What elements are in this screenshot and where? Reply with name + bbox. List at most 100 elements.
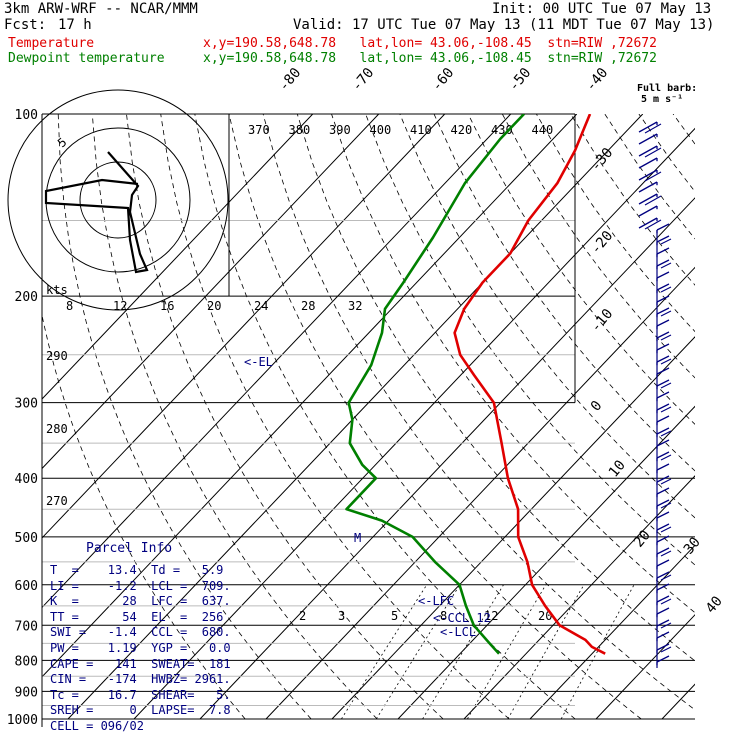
wind-barb xyxy=(656,523,672,534)
hodograph-ring-1 xyxy=(45,127,191,273)
forecast-hour: 17 h xyxy=(58,17,92,33)
hodograph-ring-0 xyxy=(79,161,157,239)
wind-barb xyxy=(656,607,670,618)
pressure-label-200: 200 xyxy=(15,290,38,305)
isotherm-label: -20 xyxy=(588,228,617,258)
isotherm-0 xyxy=(397,405,695,720)
theta-e-label: 390 xyxy=(329,123,351,137)
parcel-info-row: Tc = 16.7 SHEAR= 5. xyxy=(50,687,231,702)
dry-adiabat-410 xyxy=(570,114,695,286)
wind-barb xyxy=(656,547,672,558)
dry-adiabat-label: 280 xyxy=(46,422,68,436)
theta-e-label: 410 xyxy=(410,123,432,137)
dry-adiabat-340 xyxy=(331,114,695,614)
level-annotation: <-EL xyxy=(244,355,273,369)
mixing-ratio-3 xyxy=(375,584,461,720)
wind-barb xyxy=(656,427,672,438)
wind-barb xyxy=(656,331,672,342)
valid-time: Valid: 17 UTC Tue 07 May 13 (11 MDT Tue … xyxy=(293,17,715,33)
temperature-location: x,y=190.58,648.78 lat,lon= 43.06,-108.45… xyxy=(203,36,657,51)
wind-barb xyxy=(656,643,672,654)
mixing-ratio-12 xyxy=(507,584,585,720)
parcel-info-row: SREH = 0 LAPSE= 7.8 xyxy=(50,703,231,718)
isotherm-30 xyxy=(595,614,695,720)
isotherm-10 xyxy=(463,475,695,720)
hodograph-ring-label: 24 xyxy=(254,299,268,313)
wind-barb xyxy=(656,595,672,606)
temperature-legend: Temperature xyxy=(8,36,95,51)
mixing-ratio-label: 12 xyxy=(484,609,498,623)
dry-adiabat-330 xyxy=(296,114,695,662)
parcel-info-title: Parcel Info xyxy=(86,541,173,556)
hodograph-ring-label: 28 xyxy=(301,299,315,313)
wind-barb xyxy=(656,619,672,630)
wind-barb xyxy=(638,181,658,193)
wind-barb xyxy=(656,583,670,594)
isotherm-50 xyxy=(728,114,740,719)
wind-barb xyxy=(656,475,672,486)
theta-e-label: 440 xyxy=(532,123,554,137)
parcel-info-row: K = 28 LFC = 637. xyxy=(50,594,231,609)
wind-barb xyxy=(656,463,670,474)
pressure-label-400: 400 xyxy=(15,472,38,487)
parcel-info-row: CAPE = 141 SWEAT= 181 xyxy=(50,656,231,671)
theta-e-label: 430 xyxy=(491,123,513,137)
level-annotation: <-LFC xyxy=(418,594,454,608)
isotherm-20 xyxy=(529,544,695,720)
dry-adiabat-label: 270 xyxy=(46,494,68,508)
hodograph-ring-label: 20 xyxy=(207,299,221,313)
wind-barb xyxy=(638,145,662,158)
isotherm-label: -60 xyxy=(429,65,458,95)
dry-adiabat-320 xyxy=(262,114,695,711)
pressure-label-900: 900 xyxy=(15,685,38,700)
mixing-ratio-2 xyxy=(341,584,428,720)
isotherm-label: 40 xyxy=(703,593,726,616)
isotherm--100 xyxy=(42,114,314,400)
wind-barb xyxy=(638,169,662,182)
wind-barb xyxy=(656,343,670,354)
dry-adiabat-370 xyxy=(433,114,695,472)
dewpoint-legend: Dewpoint temperature xyxy=(8,51,165,66)
wind-barb xyxy=(638,121,662,134)
wind-barb xyxy=(638,133,658,145)
dewpoint-location: x,y=190.58,648.78 lat,lon= 43.06,-108.45… xyxy=(203,51,657,66)
parcel-info-row: PW = 1.19 YGP = 0.0 xyxy=(50,641,231,655)
model-title: 3km ARW-WRF -- NCAR/MMM xyxy=(4,1,198,17)
wind-barb xyxy=(656,559,670,570)
isotherm--20 xyxy=(265,266,695,720)
isotherm-label: -10 xyxy=(588,306,617,336)
isotherm-label: -80 xyxy=(276,65,305,95)
dry-adiabat-300 xyxy=(194,114,576,720)
isotherm-label: -40 xyxy=(583,65,612,95)
parcel-info-row: T = 13.4 Td = 5.9 xyxy=(50,563,224,577)
dry-adiabat-label: 290 xyxy=(46,349,68,363)
isotherm--50 xyxy=(67,114,644,720)
isotherm-label: 0 xyxy=(588,398,606,415)
isotherm--30 xyxy=(199,197,695,720)
dry-adiabat-430 xyxy=(638,114,695,193)
hodograph-ring-label: 8 xyxy=(66,299,73,313)
dry-adiabat-450 xyxy=(707,114,740,719)
parcel-info-row: TT = 54 EL = 256 xyxy=(50,609,224,624)
parcel-info-row: CELL = 096/02 xyxy=(50,719,144,733)
barb-legend-line2: 5 m s⁻¹ xyxy=(641,94,684,105)
level-annotation: <-LCL xyxy=(440,625,476,639)
mixing-ratio-label: 2 xyxy=(299,609,306,623)
hodograph-ring-label: 16 xyxy=(160,299,174,313)
level-annotation: M xyxy=(354,531,361,545)
pressure-label-700: 700 xyxy=(15,619,38,634)
hodograph-ring-label: 32 xyxy=(348,299,362,313)
isotherm--10 xyxy=(331,336,695,720)
dry-adiabat-380 xyxy=(467,114,695,425)
wind-barb xyxy=(656,379,672,390)
pressure-label-600: 600 xyxy=(15,579,38,594)
hodograph-ring-2 xyxy=(7,89,229,311)
parcel-info-row: LI = -1.2 LCL = 709. xyxy=(50,578,231,593)
barb-legend-line1: Full barb: xyxy=(637,83,698,94)
pressure-label-800: 800 xyxy=(15,654,38,669)
wind-barb xyxy=(656,307,672,318)
isotherm-40 xyxy=(661,683,695,720)
level-annotation: <-CCL 12 xyxy=(433,611,491,625)
wind-barb xyxy=(656,271,670,282)
parcel-info-panel: Parcel Info T = 13.4 Td = 5.9 LI = -1.2 L… xyxy=(46,538,231,733)
